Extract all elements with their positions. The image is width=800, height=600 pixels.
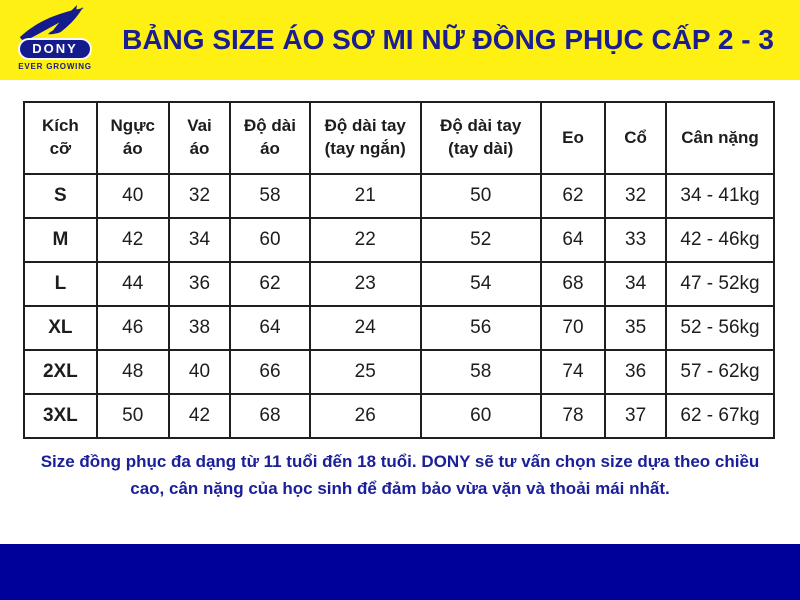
table-row: S 40 32 58 21 50 62 32 34 - 41kg (23, 173, 775, 219)
measurement-cell: 52 - 56kg (665, 305, 775, 351)
measurement-cell: 40 (95, 173, 170, 219)
table-row: 3XL 50 42 68 26 60 78 37 62 - 67kg (23, 393, 775, 439)
column-header: Kích cỡ (23, 101, 98, 175)
measurement-cell: 35 (604, 305, 667, 351)
size-label-cell: M (23, 217, 98, 263)
measurement-cell: 70 (539, 305, 607, 351)
measurement-cell: 34 (604, 261, 667, 307)
size-label-cell: 2XL (23, 349, 98, 395)
measurement-cell: 34 (167, 217, 232, 263)
measurement-cell: 25 (308, 349, 422, 395)
logo-brand-badge: DONY (18, 38, 92, 60)
measurement-cell: 48 (95, 349, 170, 395)
size-table: Kích cỡ Ngực áo Vai áo Độ dài áo Độ dài tay (tay … (23, 101, 775, 439)
column-header: Vai áo (167, 101, 232, 175)
measurement-cell: 23 (308, 261, 422, 307)
measurement-cell: 54 (419, 261, 542, 307)
title-wrap: BẢNG SIZE ÁO SƠ MI NỮ ĐỒNG PHỤC CẤP 2 - … (110, 24, 800, 56)
size-label-cell: 3XL (23, 393, 98, 439)
measurement-cell: 22 (308, 217, 422, 263)
measurement-cell: 52 (419, 217, 542, 263)
measurement-cell: 58 (229, 173, 311, 219)
size-label-cell: XL (23, 305, 98, 351)
measurement-cell: 58 (419, 349, 542, 395)
measurement-cell: 36 (167, 261, 232, 307)
header-row: Kích cỡ Ngực áo Vai áo Độ dài áo Độ dài tay (tay … (23, 101, 775, 175)
measurement-cell: 42 (95, 217, 170, 263)
size-table-body: S 40 32 58 21 50 62 32 34 - 41kg M 42 34 60 22 52 64 33 4… (23, 173, 775, 439)
measurement-cell: 57 - 62kg (665, 349, 775, 395)
measurement-cell: 47 - 52kg (665, 261, 775, 307)
column-header: Độ dài tay (tay ngắn) (308, 101, 422, 175)
table-row: M 42 34 60 22 52 64 33 42 - 46kg (23, 217, 775, 263)
measurement-cell: 26 (308, 393, 422, 439)
measurement-cell: 62 (539, 173, 607, 219)
size-table-wrap: Kích cỡ Ngực áo Vai áo Độ dài áo Độ dài tay (tay … (23, 101, 775, 439)
measurement-cell: 32 (167, 173, 232, 219)
column-header: Ngực áo (95, 101, 170, 175)
measurement-cell: 37 (604, 393, 667, 439)
kangaroo-icon (20, 5, 84, 41)
measurement-cell: 68 (539, 261, 607, 307)
measurement-cell: 64 (539, 217, 607, 263)
measurement-cell: 60 (229, 217, 311, 263)
measurement-cell: 24 (308, 305, 422, 351)
size-label-cell: S (23, 173, 98, 219)
logo-tagline: EVER GROWING (18, 62, 92, 71)
measurement-cell: 74 (539, 349, 607, 395)
measurement-cell: 33 (604, 217, 667, 263)
table-row: XL 46 38 64 24 56 70 35 52 - 56kg (23, 305, 775, 351)
size-table-head: Kích cỡ Ngực áo Vai áo Độ dài áo Độ dài tay (tay … (23, 101, 775, 175)
bottom-bar (0, 544, 800, 600)
measurement-cell: 40 (167, 349, 232, 395)
measurement-cell: 66 (229, 349, 311, 395)
measurement-cell: 68 (229, 393, 311, 439)
column-header: Eo (539, 101, 607, 175)
column-header: Cổ (604, 101, 667, 175)
column-header: Độ dài tay (tay dài) (419, 101, 542, 175)
measurement-cell: 50 (95, 393, 170, 439)
measurement-cell: 62 (229, 261, 311, 307)
measurement-cell: 60 (419, 393, 542, 439)
measurement-cell: 56 (419, 305, 542, 351)
column-header: Cân nặng (665, 101, 775, 175)
measurement-cell: 78 (539, 393, 607, 439)
measurement-cell: 64 (229, 305, 311, 351)
table-row: 2XL 48 40 66 25 58 74 36 57 - 62kg (23, 349, 775, 395)
table-row: L 44 36 62 23 54 68 34 47 - 52kg (23, 261, 775, 307)
measurement-cell: 21 (308, 173, 422, 219)
measurement-cell: 42 (167, 393, 232, 439)
measurement-cell: 32 (604, 173, 667, 219)
size-label-cell: L (23, 261, 98, 307)
page-title: BẢNG SIZE ÁO SƠ MI NỮ ĐỒNG PHỤC CẤP 2 - … (122, 24, 774, 55)
measurement-cell: 62 - 67kg (665, 393, 775, 439)
measurement-cell: 34 - 41kg (665, 173, 775, 219)
measurement-cell: 42 - 46kg (665, 217, 775, 263)
size-advice-note: Size đồng phục đa dạng từ 11 tuổi đến 18… (40, 452, 760, 499)
measurement-cell: 38 (167, 305, 232, 351)
measurement-cell: 36 (604, 349, 667, 395)
measurement-cell: 46 (95, 305, 170, 351)
measurement-cell: 50 (419, 173, 542, 219)
dony-logo: DONY EVER GROWING (0, 0, 110, 80)
measurement-cell: 44 (95, 261, 170, 307)
header-band: DONY EVER GROWING BẢNG SIZE ÁO SƠ MI NỮ … (0, 0, 800, 80)
column-header: Độ dài áo (229, 101, 311, 175)
